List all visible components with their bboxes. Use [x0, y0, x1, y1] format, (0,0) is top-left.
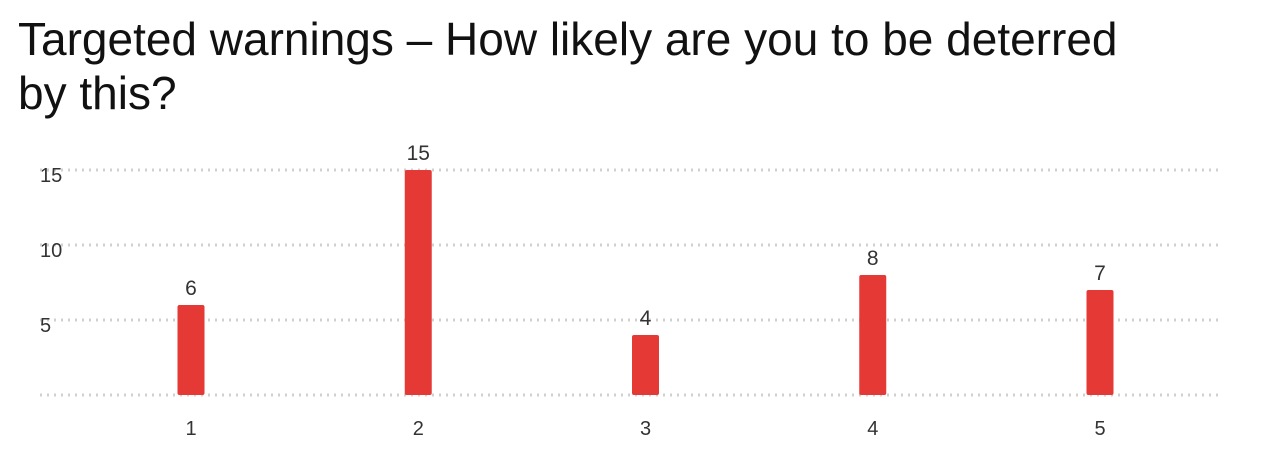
bar-1: [177, 305, 205, 395]
data-label-4: 8: [867, 247, 879, 270]
data-label-5: 7: [1094, 262, 1106, 285]
bar-3: [632, 335, 659, 395]
y-tick-label-15: 15: [40, 165, 62, 187]
chart-title: Targeted warnings – How likely are you t…: [18, 13, 1118, 119]
bar-2: [404, 170, 432, 395]
y-tick-label-10: 10: [40, 240, 62, 262]
data-label-2: 15: [407, 142, 430, 165]
x-tick-label-5: 5: [1094, 418, 1105, 440]
y-tick-label-5: 5: [40, 315, 51, 337]
data-label-1: 6: [185, 277, 197, 300]
data-label-3: 4: [640, 307, 652, 330]
x-tick-label-2: 2: [413, 418, 424, 440]
x-axis-categories: 1 2 3 4 5: [185, 418, 1105, 440]
x-tick-label-3: 3: [640, 418, 651, 440]
x-tick-label-4: 4: [867, 418, 878, 440]
bars: [177, 170, 1114, 395]
bar-4: [859, 275, 887, 395]
y-axis-ticks: 5 10 15: [40, 165, 62, 337]
data-labels: 6 15 4 8 7: [185, 142, 1106, 330]
x-tick-label-1: 1: [185, 418, 196, 440]
bar-5: [1086, 290, 1114, 395]
grid-layer: [40, 168, 1218, 397]
